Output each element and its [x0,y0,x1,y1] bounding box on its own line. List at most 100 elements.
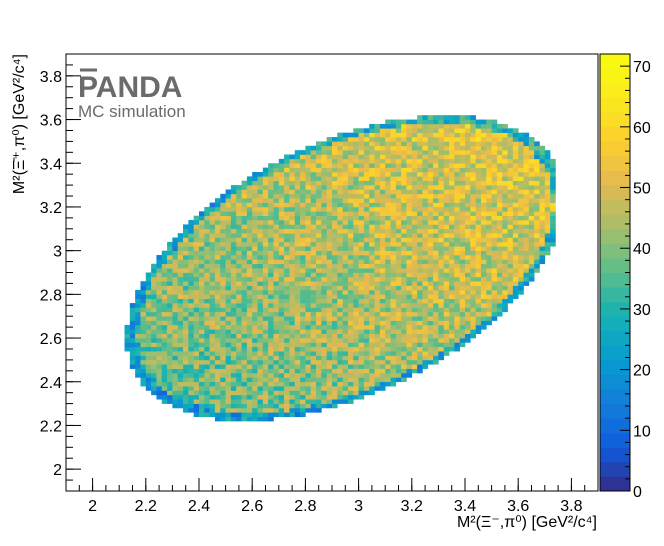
heatmap-cell [199,386,205,391]
heatmap-cell [252,368,258,374]
heatmap-cell [188,355,194,361]
heatmap-cell [326,193,333,199]
heatmap-cell [390,250,397,256]
heatmap-cell [385,228,391,234]
heatmap-cell [417,316,423,321]
heatmap-cell [161,263,168,269]
heatmap-cell [273,373,280,378]
heatmap-cell [278,189,285,195]
heatmap-cell [151,285,157,291]
heatmap-cell [278,381,285,387]
heatmap-cell [220,193,226,199]
heatmap-cell [544,237,551,243]
heatmap-cell [427,215,434,221]
heatmap-cell [289,276,296,282]
heatmap-cell [268,338,274,343]
heatmap-cell [151,268,157,273]
heatmap-cell [284,259,290,265]
heatmap-cell [183,351,189,356]
heatmap-cell [321,259,327,265]
heatmap-cell [294,351,301,356]
heatmap-cell [491,250,498,256]
heatmap-cell [199,412,205,418]
heatmap-cell [167,263,173,269]
heatmap-cell [268,272,274,278]
heatmap-cell [449,128,455,133]
heatmap-cell [214,250,221,256]
heatmap-cell [332,329,338,334]
heatmap-cell [241,329,248,334]
heatmap-cell [273,228,280,234]
heatmap-cell [305,215,312,221]
heatmap-cell [401,141,407,147]
heatmap-cell [454,255,460,260]
heatmap-cell [252,189,258,195]
heatmap-cell [214,333,221,339]
heatmap-cell [252,281,258,286]
heatmap-cell [151,359,157,365]
heatmap-cell [379,255,386,260]
heatmap-cell [225,390,232,396]
heatmap-cell [278,180,285,186]
heatmap-cell [502,246,508,251]
heatmap-cell [496,150,503,155]
heatmap-cell [374,211,381,216]
heatmap-cell [321,237,327,243]
heatmap-cell [523,211,530,216]
heatmap-cell [289,399,296,404]
heatmap-cell [241,233,248,238]
colorbar-tick-label: 20 [633,363,651,380]
heatmap-cell [220,233,226,238]
heatmap-cell [300,355,306,361]
heatmap-cell [353,211,359,216]
heatmap-cell [411,154,418,160]
heatmap-cell [236,193,242,199]
heatmap-cell [188,394,194,400]
heatmap-cell [278,272,285,278]
heatmap-cell [188,255,194,260]
heatmap-cell [475,167,482,173]
heatmap-cell [417,211,423,216]
heatmap-cell [284,320,290,326]
heatmap-cell [512,281,519,286]
heatmap-cell [252,364,258,369]
heatmap-cell [374,263,381,269]
heatmap-cell [433,316,439,321]
heatmap-cell [374,171,381,177]
heatmap-cell [337,316,343,321]
heatmap-cell [496,176,503,182]
heatmap-cell [518,246,524,251]
heatmap-cell [294,338,301,343]
heatmap-cell [209,368,216,374]
heatmap-cell [332,346,338,352]
heatmap-cell [167,338,173,343]
heatmap-cell [204,316,210,321]
colorbar-segment [600,141,630,157]
heatmap-cell [342,268,349,273]
heatmap-cell [528,215,535,221]
heatmap-cell [401,206,407,212]
heatmap-cell [252,263,258,269]
heatmap-cell [220,364,226,369]
heatmap-cell [395,228,402,234]
heatmap-cell [395,193,402,199]
heatmap-cell [422,333,429,339]
heatmap-cell [363,250,370,256]
heatmap-cell [544,150,551,155]
heatmap-cell [544,167,551,173]
heatmap-cell [459,189,466,195]
heatmap-cell [300,259,306,265]
heatmap-cell [470,123,476,129]
heatmap-cell [411,145,418,151]
heatmap-cell [395,268,402,273]
heatmap-cell [294,324,301,330]
heatmap-cell [427,311,434,317]
heatmap-cell [300,263,306,269]
heatmap-cell [347,272,354,278]
heatmap-cell [156,311,163,317]
heatmap-cell [486,250,492,256]
heatmap-cell [252,224,258,230]
heatmap-cell [449,246,455,251]
heatmap-cell [347,294,354,300]
heatmap-cell [225,303,232,308]
